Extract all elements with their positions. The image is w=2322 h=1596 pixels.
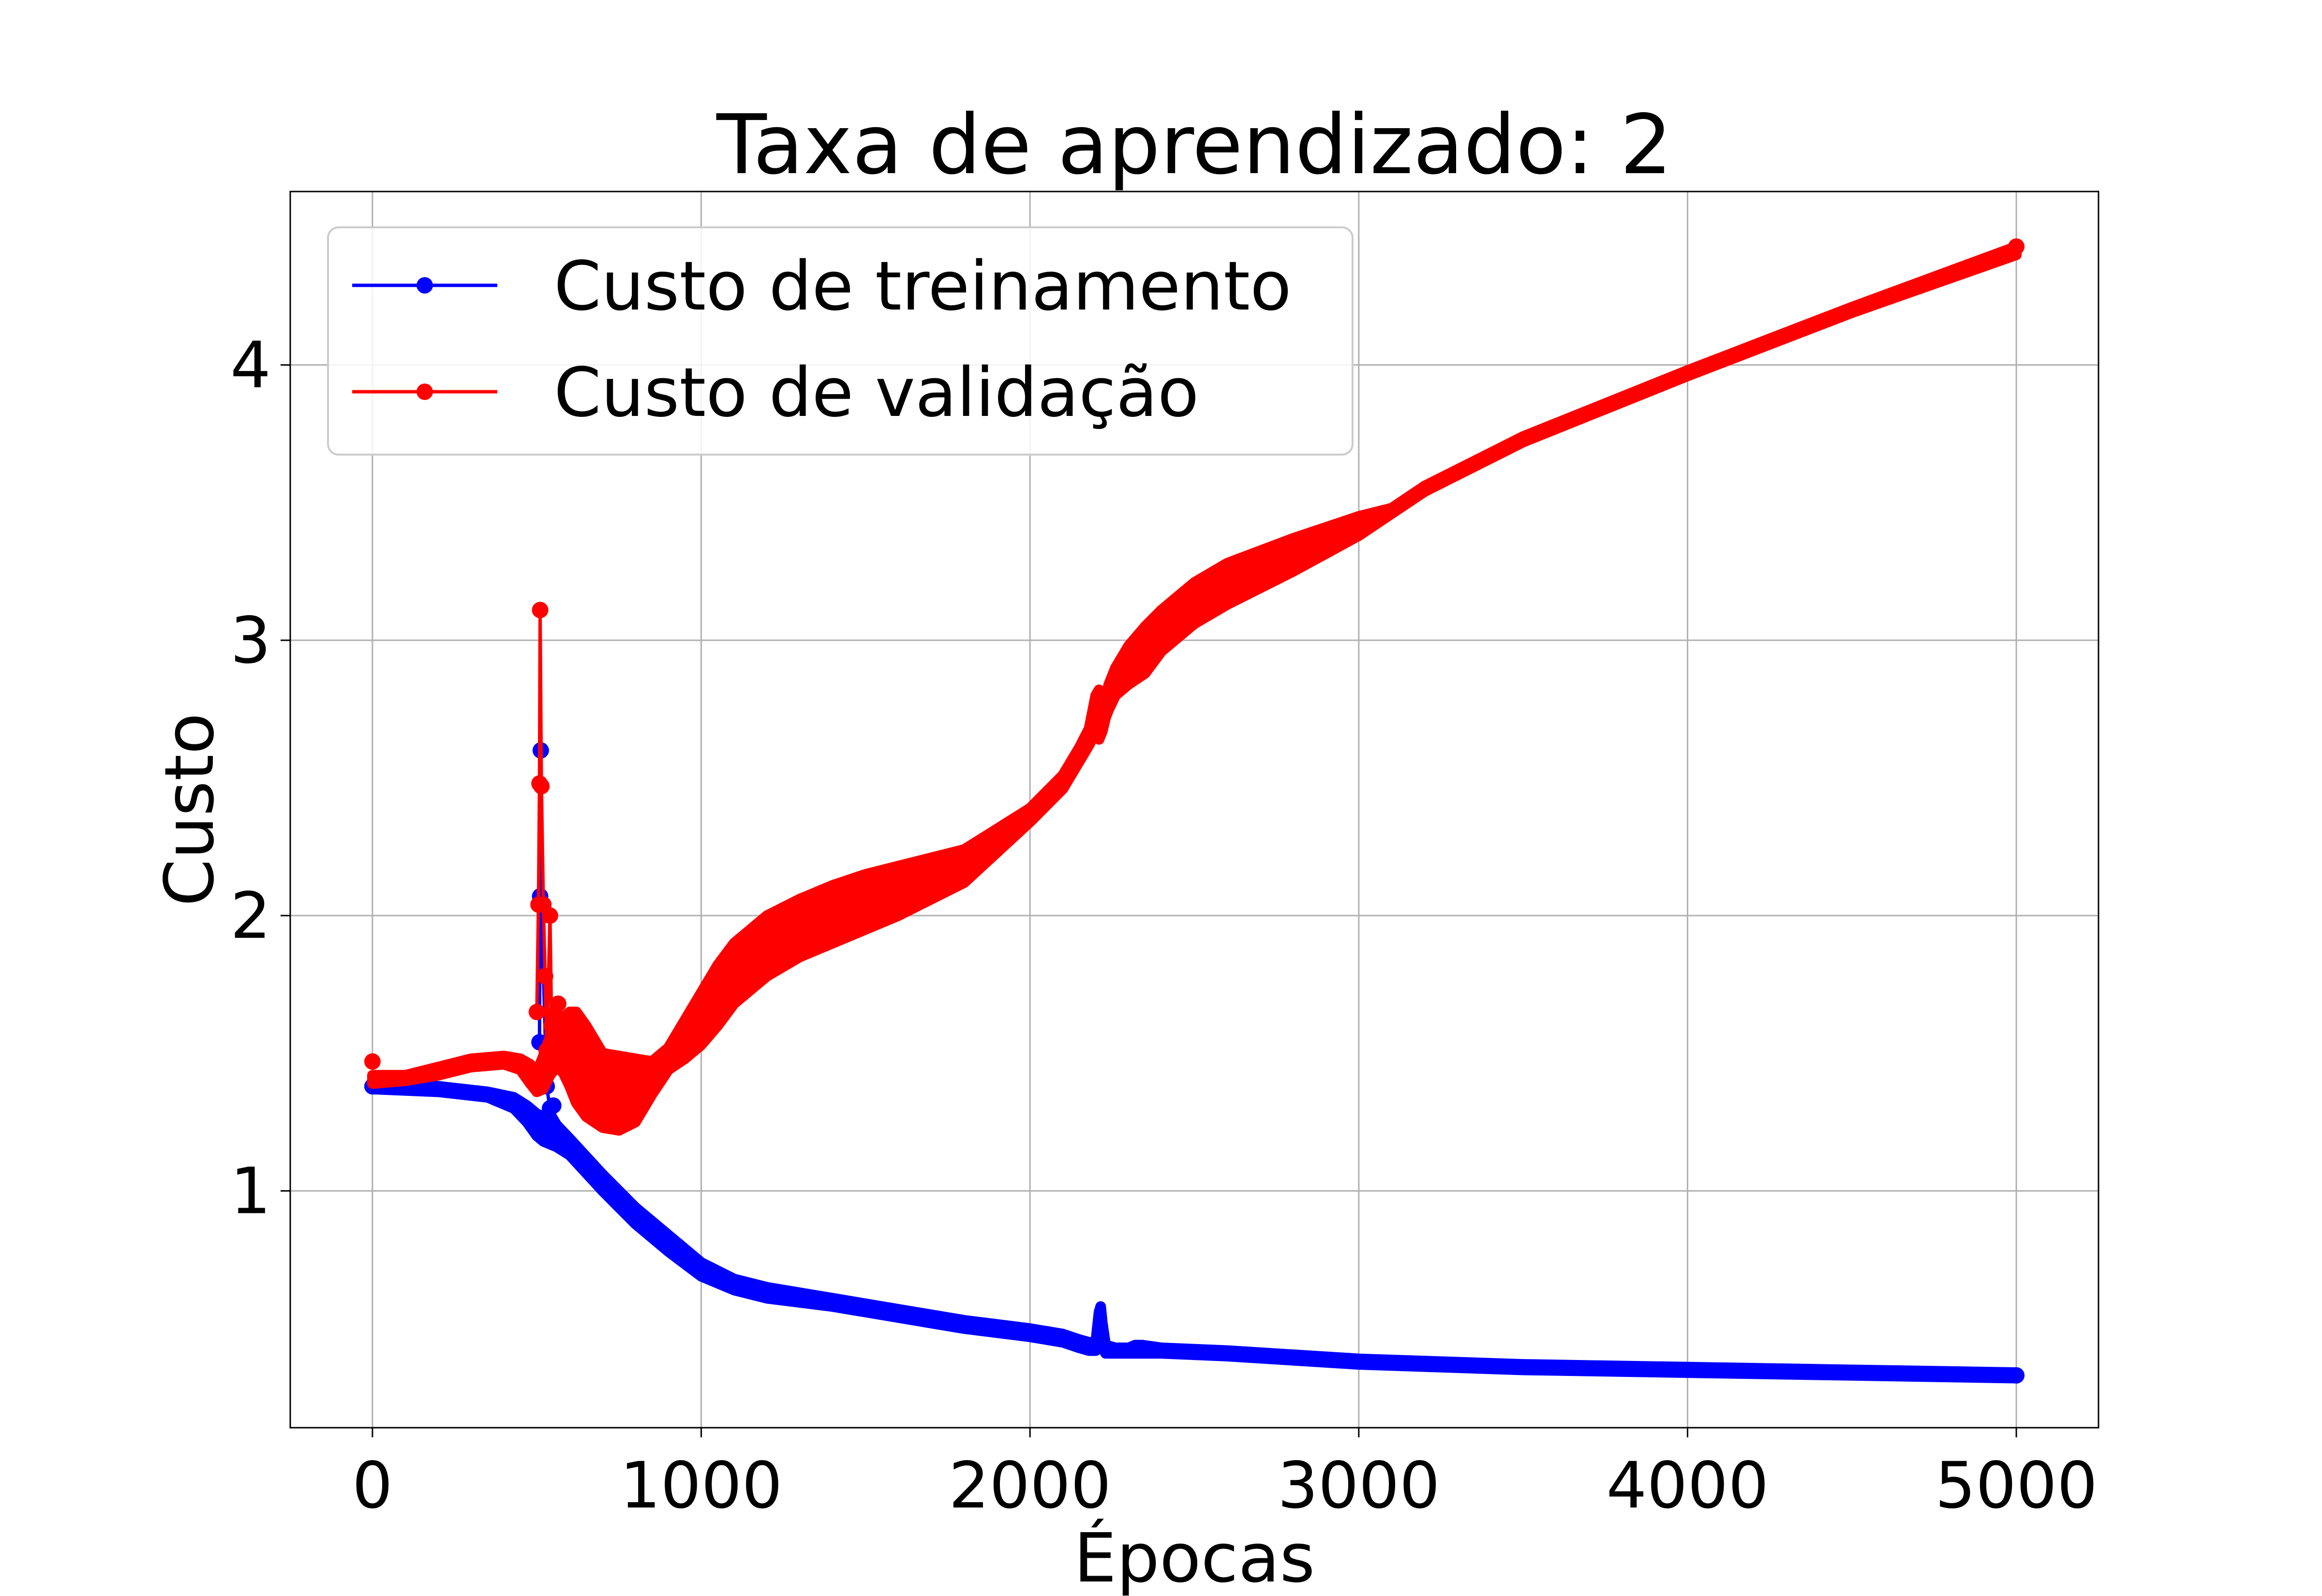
- validation-cost-point: [533, 778, 550, 795]
- validation-cost-point: [538, 1042, 555, 1059]
- legend-label-training: Custo de treinamento: [554, 247, 1292, 326]
- validation-cost-point: [364, 1053, 381, 1070]
- plot-series: [364, 238, 2025, 1384]
- legend-box: [327, 226, 1354, 456]
- validation-cost-point: [528, 1004, 545, 1020]
- x-tick-label: 1000: [620, 1448, 783, 1523]
- axis-ticks: 0 1000 2000 3000 4000 5000 1 2 3 4: [230, 328, 2098, 1523]
- x-tick-label: 0: [352, 1448, 393, 1523]
- x-axis-label: Épocas: [1074, 1518, 1315, 1596]
- y-axis-label: Custo: [150, 713, 229, 906]
- legend: Custo de treinamento Custo de validação: [327, 226, 1354, 456]
- legend-marker-training: [417, 277, 433, 294]
- plot-frame: [289, 191, 2099, 1429]
- x-tick-label: 3000: [1278, 1448, 1440, 1523]
- y-tick-label: 2: [230, 879, 271, 953]
- validation-cost-point: [550, 995, 566, 1012]
- training-cost-point: [545, 1097, 562, 1114]
- y-tick-label: 4: [230, 328, 271, 403]
- training-cost-point: [2008, 1367, 2025, 1384]
- validation-cost-point: [541, 907, 558, 924]
- y-tick-label: 3: [230, 604, 271, 678]
- validation-cost-point: [532, 602, 549, 619]
- x-tick-label: 4000: [1606, 1448, 1769, 1523]
- chart-title: Taxa de aprendizado: 2: [716, 97, 1672, 193]
- y-tick-label: 1: [230, 1154, 271, 1228]
- validation-cost-point: [536, 968, 553, 985]
- legend-marker-validation: [417, 384, 433, 400]
- validation-cost-band: [367, 241, 2022, 1136]
- x-tick-label: 2000: [949, 1448, 1111, 1523]
- x-tick-label: 5000: [1935, 1448, 2098, 1523]
- legend-label-validation: Custo de validação: [554, 354, 1199, 432]
- validation-cost-point: [2008, 238, 2025, 255]
